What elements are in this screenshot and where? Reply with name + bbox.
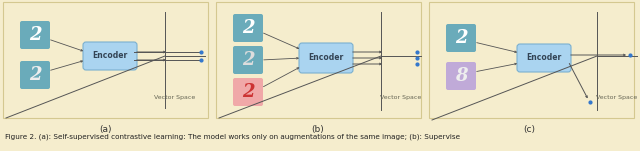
Text: 2: 2 (242, 51, 254, 69)
FancyBboxPatch shape (446, 24, 476, 52)
Text: 2: 2 (29, 66, 41, 84)
FancyBboxPatch shape (446, 62, 476, 90)
FancyBboxPatch shape (517, 44, 571, 72)
Bar (429, 2, 634, 118)
Text: Vector Space: Vector Space (596, 95, 637, 100)
Text: 2: 2 (242, 83, 254, 101)
Text: Vector Space: Vector Space (380, 95, 422, 100)
Text: Encoder: Encoder (308, 53, 344, 63)
FancyBboxPatch shape (233, 14, 263, 42)
Text: Figure 2. (a): Self-supervised contrastive learning: The model works only on aug: Figure 2. (a): Self-supervised contrasti… (5, 133, 460, 140)
Text: (c): (c) (523, 125, 535, 134)
FancyBboxPatch shape (20, 61, 50, 89)
Text: (b): (b) (312, 125, 324, 134)
Bar (3, 2, 208, 118)
Text: Encoder: Encoder (92, 51, 127, 61)
FancyBboxPatch shape (233, 46, 263, 74)
Text: Encoder: Encoder (526, 53, 562, 63)
Text: 2: 2 (29, 26, 41, 44)
FancyBboxPatch shape (83, 42, 137, 70)
FancyBboxPatch shape (20, 21, 50, 49)
FancyBboxPatch shape (233, 78, 263, 106)
Text: Vector Space: Vector Space (154, 95, 196, 100)
Text: 2: 2 (242, 19, 254, 37)
FancyBboxPatch shape (299, 43, 353, 73)
Text: (a): (a) (99, 125, 111, 134)
Text: 8: 8 (455, 67, 467, 85)
Bar (216, 2, 421, 118)
Text: 2: 2 (455, 29, 467, 47)
